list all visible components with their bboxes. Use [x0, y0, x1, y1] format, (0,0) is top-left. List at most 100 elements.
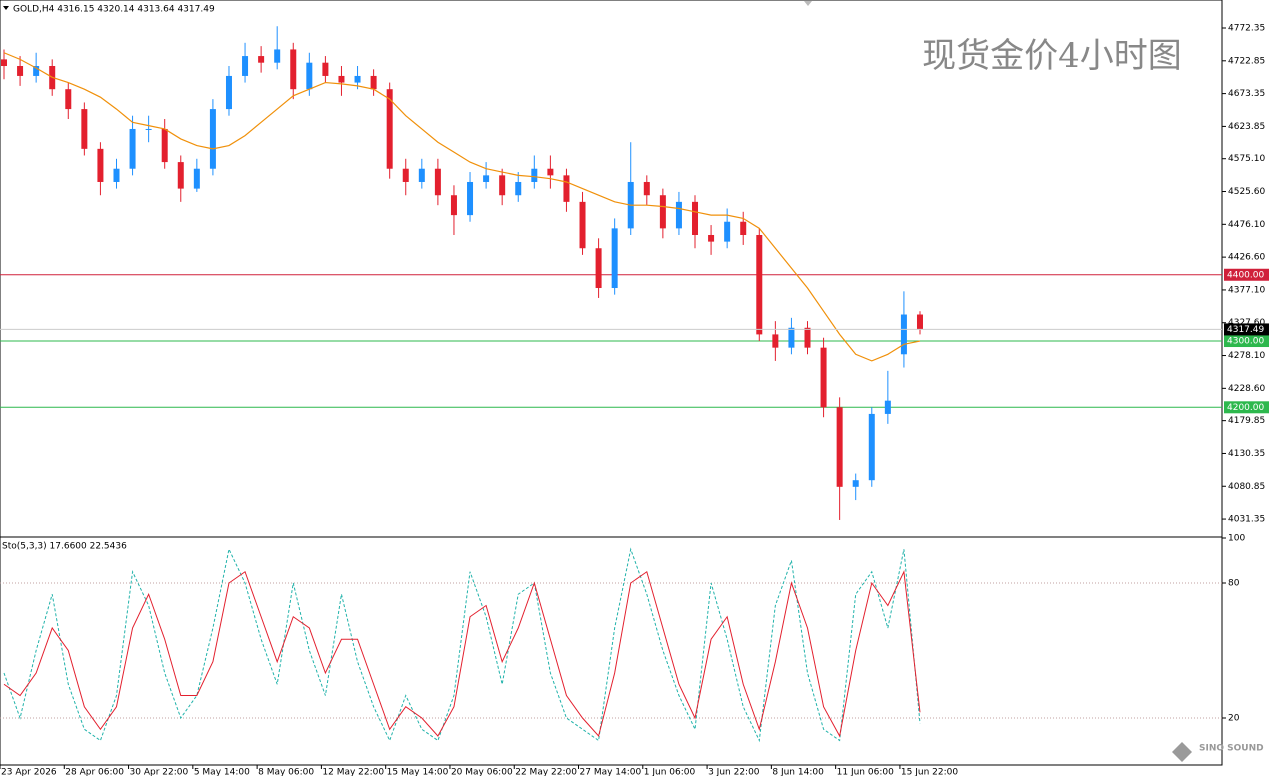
- candle-body: [81, 109, 88, 149]
- x-tick-label: 5 May 14:00: [194, 768, 250, 776]
- level-label-box: [1224, 335, 1269, 348]
- candle-body: [386, 89, 393, 169]
- candle-body: [852, 480, 859, 487]
- candle-body: [884, 400, 891, 414]
- x-tick-label: 20 May 06:00: [451, 768, 513, 776]
- x-tick-label: 27 May 14:00: [580, 768, 642, 776]
- candle-body: [900, 314, 907, 355]
- candle-body: [643, 181, 650, 196]
- candle-body: [820, 347, 827, 408]
- candle-body: [483, 175, 490, 182]
- x-tick-label: 8 May 06:00: [258, 768, 314, 776]
- candle-body: [531, 168, 538, 182]
- candle-body: [65, 89, 72, 110]
- candle-body: [402, 168, 409, 182]
- candle-body: [450, 195, 457, 216]
- candle-body: [692, 201, 699, 235]
- candle-body: [788, 327, 795, 348]
- stochastic-line: [3, 569, 921, 738]
- candle-body: [209, 109, 216, 169]
- level-label: 4200.00: [1227, 403, 1264, 413]
- candle-body: [836, 407, 843, 487]
- candle-body: [708, 234, 715, 242]
- candle-body: [33, 66, 40, 76]
- candle-body: [547, 168, 554, 176]
- candle-body: [804, 327, 811, 348]
- moving-average: [3, 52, 921, 362]
- y-tick-label: 4130.35: [1228, 449, 1265, 459]
- candle-body: [129, 128, 136, 169]
- y-tick-label: 4179.85: [1228, 416, 1265, 426]
- y-tick-label: 80: [1228, 579, 1240, 589]
- last-price-box: [1224, 323, 1269, 336]
- logo-text: SINO SOUND: [1199, 744, 1264, 754]
- y-tick-label: 4525.60: [1228, 187, 1265, 197]
- y-tick-label: 100: [1228, 534, 1245, 544]
- logo-icon: [1172, 742, 1192, 762]
- level-label-box: [1224, 268, 1269, 281]
- x-tick-label: 15 Jun 22:00: [901, 768, 958, 776]
- candle-body: [724, 221, 731, 242]
- candle-body: [258, 56, 265, 63]
- y-tick-label: 4080.85: [1228, 482, 1265, 492]
- level-label: 4400.00: [1227, 270, 1264, 280]
- shift-marker: [804, 1, 812, 6]
- y-tick-label: 4476.10: [1228, 220, 1265, 230]
- candle-body: [595, 248, 602, 289]
- candle-body: [499, 175, 506, 196]
- candle-body: [177, 162, 184, 189]
- candle-body: [611, 228, 618, 289]
- candle-body: [434, 168, 441, 196]
- level-label: 4300.00: [1227, 337, 1264, 347]
- plot-frame: [0, 0, 1223, 766]
- x-tick-label: 11 Jun 06:00: [837, 768, 894, 776]
- last-price-label: 4317.49: [1227, 325, 1264, 335]
- candle-body: [322, 62, 329, 76]
- watermark: 现货金价4小时图: [922, 36, 1182, 76]
- candle-body: [338, 75, 345, 83]
- x-tick-label: 12 May 22:00: [322, 768, 384, 776]
- candle-body: [772, 334, 779, 348]
- x-tick-label: 1 Jun 06:00: [644, 768, 696, 776]
- candle-body: [274, 49, 281, 63]
- candle-body: [306, 62, 313, 90]
- y-tick-label: 4623.85: [1228, 122, 1265, 132]
- y-tick-label: 4575.10: [1228, 154, 1265, 164]
- y-tick-label: 4228.60: [1228, 384, 1265, 394]
- logo: SINO SOUND: [1172, 742, 1264, 762]
- menu-arrow[interactable]: [3, 6, 9, 10]
- candle-body: [354, 75, 361, 83]
- y-tick-label: 4278.10: [1228, 351, 1265, 361]
- candle-body: [242, 56, 249, 76]
- y-tick-label: 4673.35: [1228, 89, 1265, 99]
- y-tick-label: 4722.85: [1228, 56, 1265, 66]
- candle-body: [225, 75, 232, 110]
- candle-body: [579, 201, 586, 249]
- level-label-box: [1224, 401, 1269, 414]
- indicator-header: Sto(5,3,3) 17.6600 22.5436: [2, 542, 127, 552]
- y-tick-label: 4031.35: [1228, 515, 1265, 525]
- candle-body: [1, 59, 7, 67]
- candle-body: [740, 221, 747, 235]
- candle-body: [563, 175, 570, 202]
- y-tick-label: 4327.60: [1228, 318, 1265, 328]
- candle-body: [193, 168, 200, 189]
- x-tick-label: 22 May 22:00: [515, 768, 577, 776]
- y-tick-label: 4426.60: [1228, 253, 1265, 263]
- candle-body: [675, 201, 682, 229]
- x-tick-label: 23 Apr 2026: [1, 768, 57, 776]
- y-tick-label: 4772.35: [1228, 23, 1265, 33]
- y-tick-label: 20: [1228, 714, 1240, 724]
- x-tick-label: 15 May 14:00: [387, 768, 449, 776]
- candle-body: [418, 168, 425, 182]
- y-tick-label: 4377.10: [1228, 285, 1265, 295]
- candle-body: [916, 314, 923, 330]
- candle-body: [868, 413, 875, 481]
- x-tick-label: 28 Apr 06:00: [65, 768, 124, 776]
- candle-body: [467, 181, 474, 216]
- candle-body: [97, 148, 104, 182]
- x-tick-label: 8 Jun 14:00: [772, 768, 824, 776]
- candle-body: [161, 128, 168, 163]
- candle-body: [659, 195, 666, 229]
- x-tick-label: 30 Apr 22:00: [130, 768, 189, 776]
